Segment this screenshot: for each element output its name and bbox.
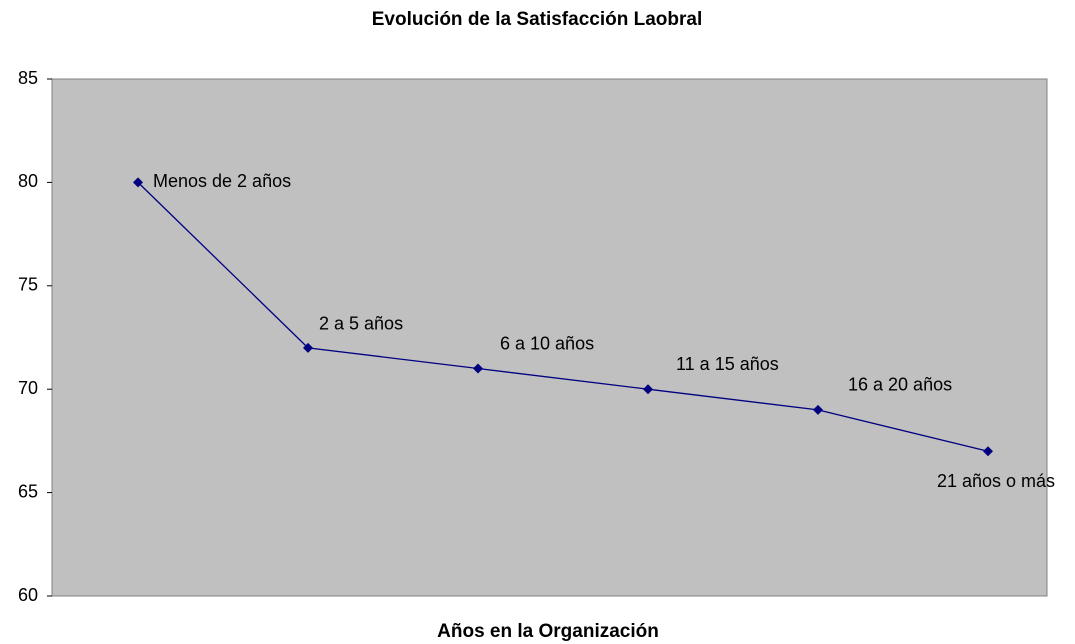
y-tick-label: 85 [18,68,38,88]
y-tick-label: 75 [18,275,38,295]
y-tick-label: 65 [18,481,38,501]
plot-area [51,78,1048,597]
marker [643,384,653,395]
point-label: 11 a 15 años [676,354,779,374]
point-label: Menos de 2 años [153,171,291,191]
marker [303,342,313,353]
point-label: 21 años o más [937,471,1055,491]
point-label: 16 a 20 años [848,375,952,395]
x-axis-label: Años en la Organización [437,621,659,642]
marker [133,177,143,188]
y-tick-label: 70 [18,378,38,398]
data-line [137,181,989,452]
marker [813,404,823,415]
marker [983,446,993,457]
marker [473,363,483,374]
point-label: 2 a 5 años [319,314,403,334]
y-tick-label: 80 [18,171,38,191]
chart-title: Evolución de la Satisfacción Laobral [372,9,702,30]
y-tick-label: 60 [18,585,38,605]
point-label: 6 a 10 años [500,333,594,353]
